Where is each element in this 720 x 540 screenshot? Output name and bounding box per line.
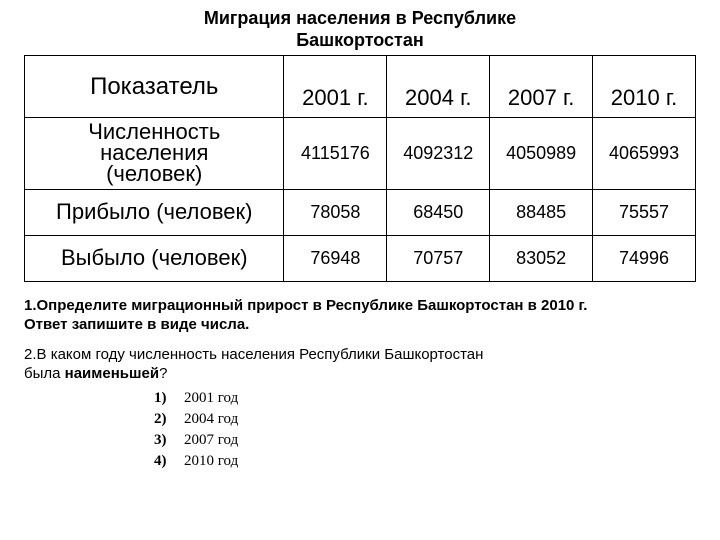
option-label: 2007 год [184, 432, 238, 449]
option-label: 2010 год [184, 453, 238, 470]
page-title: Миграция населения в Республике Башкорто… [24, 8, 696, 51]
header-year: 2007 г. [490, 56, 593, 118]
row-label-arrived: Прибыло (человек) [25, 189, 284, 235]
question-2-line-1: В каком году численность населения Респу… [37, 346, 484, 363]
cell-value: 88485 [490, 189, 593, 235]
answer-options: 1) 2001 год 2) 2004 год 3) 2007 год 4) 2… [154, 390, 696, 470]
cell-value: 68450 [387, 189, 490, 235]
cell-value: 4065993 [593, 118, 696, 190]
table-row: Выбыло (человек) 76948 70757 83052 74996 [25, 235, 696, 281]
row-label-line: (человек) [106, 161, 202, 186]
question-1-line-2: Ответ запишите в виде числа. [24, 316, 249, 333]
option-row: 2) 2004 год [154, 411, 696, 428]
row-label-departed: Выбыло (человек) [25, 235, 284, 281]
migration-table: Показатель 2001 г. 2004 г. 2007 г. 2010 … [24, 55, 696, 282]
option-row: 1) 2001 год [154, 390, 696, 407]
option-label: 2001 год [184, 390, 238, 407]
question-2: 2.В каком году численность населения Рес… [24, 345, 696, 384]
question-2-num: 2. [24, 346, 37, 363]
header-year: 2010 г. [593, 56, 696, 118]
row-label-population: Численность населения (человек) [25, 118, 284, 190]
table-header-row: Показатель 2001 г. 2004 г. 2007 г. 2010 … [25, 56, 696, 118]
option-label: 2004 год [184, 411, 238, 428]
cell-value: 76948 [284, 235, 387, 281]
option-number: 4) [154, 453, 184, 470]
cell-value: 83052 [490, 235, 593, 281]
question-1-line-1: 1.Определите миграционный прирост в Респ… [24, 297, 587, 314]
cell-value: 74996 [593, 235, 696, 281]
cell-value: 4050989 [490, 118, 593, 190]
question-2-bold: наименьшей [65, 365, 159, 382]
option-number: 3) [154, 432, 184, 449]
option-number: 1) [154, 390, 184, 407]
table-row: Численность населения (человек) 4115176 … [25, 118, 696, 190]
header-indicator: Показатель [25, 56, 284, 118]
option-row: 4) 2010 год [154, 453, 696, 470]
question-2-line-2c: ? [159, 365, 167, 382]
title-line-1: Миграция населения в Республике [204, 8, 516, 28]
header-year: 2004 г. [387, 56, 490, 118]
cell-value: 70757 [387, 235, 490, 281]
cell-value: 78058 [284, 189, 387, 235]
cell-value: 75557 [593, 189, 696, 235]
cell-value: 4115176 [284, 118, 387, 190]
title-line-2: Башкортостан [296, 30, 424, 50]
question-2-line-2a: была [24, 365, 65, 382]
option-number: 2) [154, 411, 184, 428]
option-row: 3) 2007 год [154, 432, 696, 449]
page: Миграция населения в Республике Башкорто… [0, 0, 720, 470]
question-1: 1.Определите миграционный прирост в Респ… [24, 296, 696, 335]
header-year: 2001 г. [284, 56, 387, 118]
table-row: Прибыло (человек) 78058 68450 88485 7555… [25, 189, 696, 235]
cell-value: 4092312 [387, 118, 490, 190]
